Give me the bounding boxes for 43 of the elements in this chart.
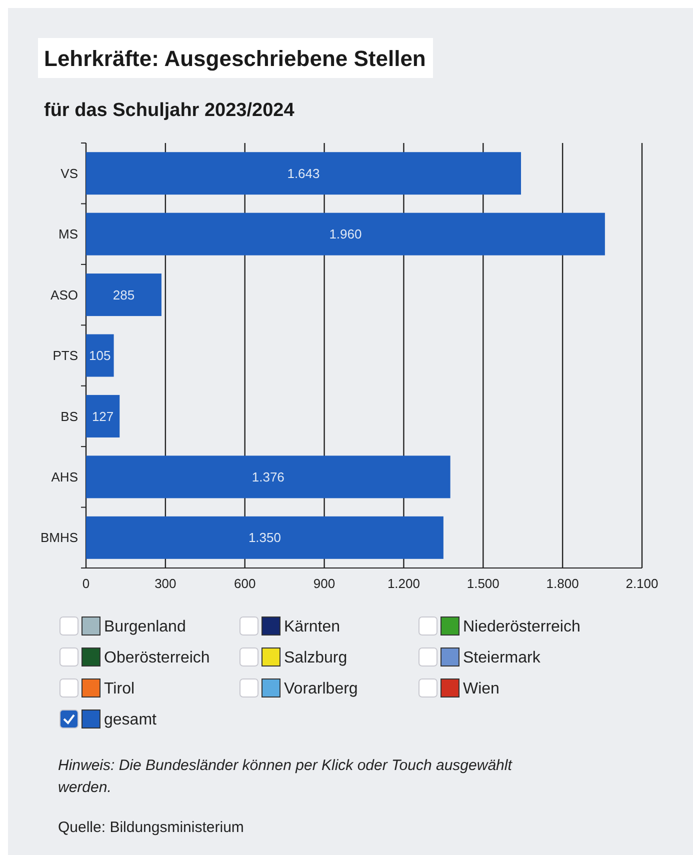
x-tick-label: 900 [313, 576, 336, 591]
legend-label: Oberösterreich [104, 650, 210, 667]
legend-label: gesamt [104, 712, 158, 729]
y-tick-label: ASO [50, 287, 78, 302]
data-label: 1.643 [287, 166, 320, 181]
data-label: 1.376 [252, 469, 284, 484]
bar [86, 516, 444, 559]
source-note: Quelle: Bildungsministerium [58, 819, 244, 836]
data-label: 105 [89, 348, 111, 364]
bar [86, 394, 120, 438]
chart-subtitle: für das Schuljahr 2023/2024 [44, 100, 295, 121]
legend-label: Steiermark [463, 650, 542, 667]
legend-label: Wien [463, 680, 500, 698]
bar [86, 334, 114, 377]
x-tick-label: 0 [82, 576, 90, 591]
x-tick-label: 2.100 [626, 576, 658, 591]
x-tick-label: 1.200 [387, 576, 420, 591]
data-label: 1.960 [329, 226, 362, 242]
x-tick-label: 300 [154, 576, 176, 591]
bar [86, 212, 605, 256]
legend-label: Salzburg [284, 650, 348, 667]
y-tick-label: BS [60, 408, 78, 424]
legend-label: Kärnten [284, 618, 340, 636]
bar [86, 152, 522, 195]
bar [86, 274, 162, 316]
y-tick-label: PTS [52, 348, 78, 364]
legend-label: Tirol [104, 680, 135, 698]
legend-label: Burgenland [104, 618, 186, 636]
x-tick-label: 1.500 [466, 576, 500, 591]
data-label: 285 [112, 287, 135, 302]
y-tick-label: VS [60, 166, 78, 181]
x-tick-label: 1.800 [546, 576, 579, 591]
y-tick-label: MS [58, 226, 78, 242]
legend-label: Niederösterreich [463, 618, 580, 636]
y-tick-label: AHS [51, 469, 78, 484]
text: Hinweis: Die Bundesländer können per Klick oder Touch ausgewählt werden. [58, 757, 513, 796]
chart-title: Lehrkräfte: Ausgeschriebene Stellen [44, 46, 426, 71]
legend-label: Vorarlberg [284, 680, 358, 698]
bar [86, 456, 450, 498]
x-tick-label: 600 [234, 576, 256, 591]
y-tick-label: BMHS [40, 530, 78, 546]
data-label: 1.350 [248, 530, 281, 546]
data-label: 127 [92, 408, 114, 424]
